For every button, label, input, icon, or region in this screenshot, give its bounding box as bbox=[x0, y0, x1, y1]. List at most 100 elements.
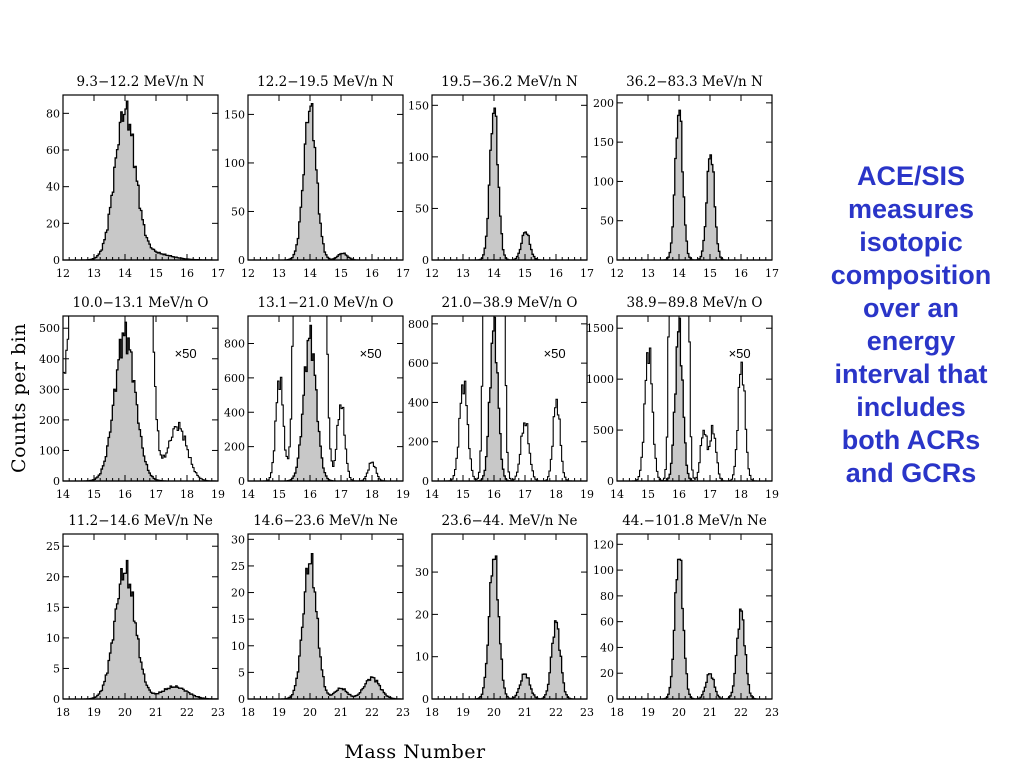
x-tick-label: 13 bbox=[87, 267, 101, 280]
x-tick-label: 16 bbox=[549, 267, 563, 280]
x-tick-label: 17 bbox=[211, 267, 225, 280]
y-tick-label: 600 bbox=[224, 372, 245, 385]
y-tick-label: 0 bbox=[238, 254, 245, 267]
x-tick-label: 16 bbox=[303, 488, 317, 501]
x-tick-label: 20 bbox=[672, 706, 686, 719]
x-tick-label: 23 bbox=[765, 706, 779, 719]
x-tick-label: 17 bbox=[334, 488, 348, 501]
x-tick-label: 23 bbox=[580, 706, 594, 719]
side-caption-line: interval that bbox=[834, 359, 988, 389]
x-tick-label: 13 bbox=[272, 267, 286, 280]
histogram-series bbox=[432, 107, 587, 261]
x-tick-label: 19 bbox=[211, 488, 225, 501]
side-caption-line: isotopic bbox=[859, 227, 963, 257]
x-tick-label: 19 bbox=[765, 488, 779, 501]
side-caption-line: ACE/SIS bbox=[856, 161, 966, 191]
histogram-panel: 11.2−14.6 MeV/n Ne 18 19 20 21 22 23 0 5 10 15 20 25 bbox=[46, 513, 225, 719]
x-tick-label: 18 bbox=[425, 706, 439, 719]
x-tick-label: 21 bbox=[149, 706, 163, 719]
x-tick-label: 17 bbox=[149, 488, 163, 501]
x-tick-label: 20 bbox=[487, 706, 501, 719]
x-tick-label: 14 bbox=[425, 488, 439, 501]
y-tick-label: 0 bbox=[53, 693, 60, 706]
histogram-series bbox=[248, 552, 404, 700]
x-tick-label: 19 bbox=[641, 706, 655, 719]
x-axis-title: Mass Number bbox=[344, 741, 486, 763]
x-tick-label: 12 bbox=[425, 267, 439, 280]
x-tick-label: 22 bbox=[734, 706, 748, 719]
y-tick-label: 30 bbox=[231, 533, 245, 546]
x-tick-label: 23 bbox=[211, 706, 225, 719]
histogram-series bbox=[432, 316, 587, 482]
panel-frame bbox=[247, 94, 404, 261]
x-tick-label: 18 bbox=[610, 706, 624, 719]
y-tick-label: 0 bbox=[607, 475, 614, 488]
x-tick-label: 15 bbox=[334, 267, 348, 280]
panel-frame bbox=[616, 315, 773, 482]
histogram-panel: 10.0−13.1 MeV/n O ×50 14 15 16 17 18 19 0 100 200 3… bbox=[39, 295, 225, 501]
y-tick-label: 0 bbox=[53, 254, 60, 267]
y-tick-label: 200 bbox=[408, 436, 429, 449]
scaled-histogram-series bbox=[432, 315, 587, 482]
y-tick-label: 60 bbox=[600, 616, 614, 629]
x-tick-label: 18 bbox=[365, 488, 379, 501]
histogram-series bbox=[63, 559, 219, 700]
side-caption-line: composition bbox=[830, 260, 992, 290]
side-caption-line: and GCRs bbox=[845, 458, 977, 488]
y-tick-label: 1000 bbox=[586, 373, 614, 386]
scale-note: ×50 bbox=[544, 346, 566, 361]
y-tick-label: 10 bbox=[415, 651, 429, 664]
panel-title: 19.5−36.2 MeV/n N bbox=[441, 74, 578, 90]
x-tick-label: 16 bbox=[672, 488, 686, 501]
histogram-panel: 36.2−83.3 MeV/n N 12 13 14 15 16 17 0 50 100 150 20… bbox=[593, 74, 779, 280]
y-tick-label: 500 bbox=[39, 322, 60, 335]
y-tick-label: 80 bbox=[46, 107, 60, 120]
x-tick-label: 16 bbox=[365, 267, 379, 280]
x-tick-label: 12 bbox=[56, 267, 70, 280]
panels-layer: 9.3−12.2 MeV/n N 12 13 14 15 16 17 0 20 40 60 80 12.… bbox=[39, 74, 779, 719]
x-tick-label: 15 bbox=[641, 488, 655, 501]
y-tick-label: 100 bbox=[408, 151, 429, 164]
y-tick-label: 30 bbox=[415, 566, 429, 579]
x-tick-label: 18 bbox=[180, 488, 194, 501]
side-caption-line: measures bbox=[847, 194, 975, 224]
x-tick-label: 20 bbox=[303, 706, 317, 719]
y-tick-label: 15 bbox=[46, 601, 60, 614]
x-tick-label: 16 bbox=[487, 488, 501, 501]
x-tick-label: 23 bbox=[396, 706, 410, 719]
scaled-histogram-series bbox=[248, 315, 403, 482]
y-tick-label: 50 bbox=[600, 215, 614, 228]
panel-title: 14.6−23.6 MeV/n Ne bbox=[253, 513, 398, 529]
x-tick-label: 19 bbox=[87, 706, 101, 719]
side-caption-line: energy bbox=[866, 326, 956, 356]
x-tick-label: 14 bbox=[56, 488, 70, 501]
x-tick-label: 17 bbox=[703, 488, 717, 501]
y-tick-label: 1500 bbox=[586, 322, 614, 335]
panel-title: 38.9−89.8 MeV/n O bbox=[627, 295, 763, 311]
panel-frame bbox=[616, 533, 773, 700]
side-caption-line: includes bbox=[856, 392, 966, 422]
x-tick-label: 14 bbox=[303, 267, 317, 280]
panel-frame bbox=[247, 315, 404, 482]
x-tick-label: 15 bbox=[703, 267, 717, 280]
y-tick-label: 150 bbox=[593, 136, 614, 149]
y-tick-label: 200 bbox=[39, 414, 60, 427]
y-tick-label: 20 bbox=[600, 667, 614, 680]
y-tick-label: 0 bbox=[607, 254, 614, 267]
histogram-panel: 13.1−21.0 MeV/n O ×50 14 15 16 17 18 19 0 200 400 6… bbox=[224, 295, 410, 501]
y-tick-label: 20 bbox=[46, 217, 60, 230]
side-caption: ACE/SIS measures isotopic composition over a… bbox=[806, 160, 1016, 490]
y-tick-label: 25 bbox=[231, 560, 245, 573]
x-tick-label: 17 bbox=[518, 488, 532, 501]
x-tick-label: 16 bbox=[118, 488, 132, 501]
panel-frame bbox=[431, 315, 588, 482]
scale-note: ×50 bbox=[729, 346, 751, 361]
y-tick-label: 80 bbox=[600, 590, 614, 603]
y-tick-label: 50 bbox=[415, 202, 429, 215]
y-tick-label: 5 bbox=[238, 666, 245, 679]
y-tick-label: 0 bbox=[238, 475, 245, 488]
y-tick-label: 120 bbox=[593, 538, 614, 551]
y-tick-label: 15 bbox=[231, 613, 245, 626]
y-tick-label: 200 bbox=[224, 441, 245, 454]
